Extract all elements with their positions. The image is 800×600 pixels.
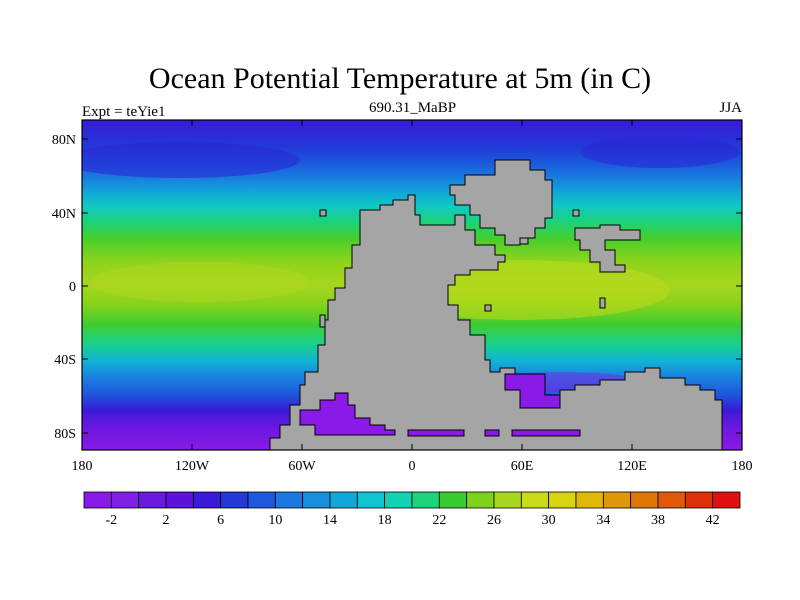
land-islet-3: [484, 304, 492, 312]
colorbar-segment: [493, 491, 522, 509]
lat-tick-label: 40S: [54, 353, 76, 368]
colorbar-segment: [329, 491, 358, 509]
antarctic-ice: [407, 373, 581, 437]
colorbar-segment: [138, 491, 167, 509]
colorbar-segment: [384, 491, 413, 509]
colorbar-label: 38: [651, 513, 665, 528]
colorbar-label: 10: [268, 513, 282, 528]
colorbar-segment: [83, 491, 112, 509]
colorbar-label: 6: [217, 513, 224, 528]
land-islet-6: [519, 237, 529, 245]
lat-tick-label: 40N: [52, 207, 76, 222]
colorbar-segment: [712, 491, 741, 509]
colorbar-segment: [548, 491, 577, 509]
lon-tick-label: 120E: [617, 459, 647, 474]
lon-tick-label: 180: [732, 459, 753, 474]
colorbar-segment: [630, 491, 659, 509]
latitude-ticks: 80N 40N 0 40S 80S: [52, 133, 742, 442]
lat-tick-label: 80N: [52, 133, 76, 148]
colorbar-label: 42: [706, 513, 720, 528]
colorbar-segment: [520, 491, 550, 509]
lat-tick-label: 0: [69, 280, 76, 295]
lon-tick-label: 60E: [511, 459, 534, 474]
longitude-ticks: 180 120W 60W 0 60E 120E 180: [72, 120, 753, 474]
colorbar-segment: [602, 491, 632, 509]
colorbar-label: 18: [378, 513, 392, 528]
colorbar-label: 14: [323, 513, 337, 528]
land-antarctica-west: [299, 392, 396, 436]
colorbar-label: 30: [542, 513, 556, 528]
colorbar-segment: [302, 491, 331, 509]
map-title: Ocean Potential Temperature at 5m (in C): [148, 62, 652, 95]
colorbar-segment: [192, 491, 222, 509]
colorbar-labels: -2 2 6 10 14 18 22 26 30 34 38 42: [105, 513, 719, 528]
colorbar-segment: [165, 491, 194, 509]
lon-tick-label: 120W: [175, 459, 210, 474]
lat-tick-label: 80S: [54, 427, 76, 442]
colorbar-label: 22: [432, 513, 446, 528]
land-islet-4: [319, 314, 326, 328]
land-north-asia: [449, 159, 553, 246]
colorbar-segment: [411, 491, 440, 509]
season-label: JJA: [719, 100, 742, 116]
colorbar-label: 34: [596, 513, 610, 528]
land-islet-2: [572, 209, 580, 217]
land-islet-5: [599, 297, 606, 309]
colorbar-label: 26: [487, 513, 501, 528]
colorbar-segment: [657, 491, 686, 509]
colorbar-label: -2: [105, 513, 117, 528]
colorbar-segment: [466, 491, 495, 509]
colorbar-segment: [356, 491, 386, 509]
lon-tick-label: 60W: [288, 459, 316, 474]
lon-tick-label: 0: [409, 459, 416, 474]
land-masses: [269, 159, 723, 451]
time-label: 690.31_MaBP: [368, 100, 457, 116]
experiment-label: Expt = teYie1: [82, 104, 166, 120]
lon-tick-label: 180: [72, 459, 93, 474]
colorbar-segment: [438, 491, 468, 509]
colorbar-segment: [575, 491, 604, 509]
colorbar: [83, 491, 741, 509]
land-islet-1: [319, 209, 327, 217]
colorbar-segment: [110, 491, 140, 509]
colorbar-segment: [247, 491, 276, 509]
colorbar-segment: [684, 491, 714, 509]
land-east-asia: [574, 224, 641, 273]
colorbar-segment: [274, 491, 304, 509]
colorbar-label: 2: [163, 513, 170, 528]
colorbar-segment: [220, 491, 249, 509]
